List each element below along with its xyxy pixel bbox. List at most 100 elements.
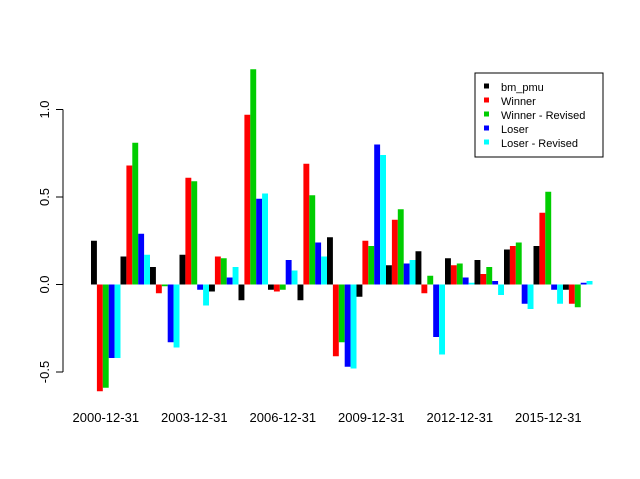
legend-label: bm_pmu [501,82,544,94]
bar-winner-2000-12-31 [96,284,103,392]
bar-winner-2002-12-31 [155,284,162,294]
bar-winner-revised-2002-12-31 [161,284,168,287]
bar-winner-2005-12-31 [244,114,251,285]
bar-loser-2002-12-31 [167,284,174,343]
bar-bm-pmu-2008-12-31 [327,237,333,285]
x-tick-label: 2012-12-31 [427,410,494,425]
bar-winner-revised-2008-12-31 [338,284,345,343]
bar-loser-revised-2007-12-31 [321,256,327,285]
bar-loser-revised-2005-12-31 [262,193,268,285]
bar-winner-2010-12-31 [391,219,398,285]
bar-bm-pmu-2007-12-31 [297,284,304,301]
bar-bm-pmu-2014-12-31 [504,249,510,285]
x-tick-label: 2000-12-31 [73,410,140,425]
x-tick-label: 2015-12-31 [515,410,582,425]
legend: bm_pmu Winner Winner - Revised Loser Loser -… [474,72,604,158]
bar-bm-pmu-2011-12-31 [415,251,422,285]
bar-loser-revised-2002-12-31 [173,284,180,348]
bars [91,69,593,392]
bar-bm-pmu-2016-12-31 [563,284,569,290]
bar-loser-2012-12-31 [462,277,469,285]
bar-loser-revised-2003-12-31 [203,284,209,306]
bar-bm-pmu-2012-12-31 [445,258,451,285]
bar-winner-revised-2003-12-31 [191,181,198,285]
bar-loser-2004-12-31 [226,277,233,285]
legend-label: Winner - Revised [501,110,585,122]
bar-winner-revised-2005-12-31 [250,69,257,285]
bar-loser-2000-12-31 [108,284,115,358]
x-tick-label: 2009-12-31 [338,410,405,425]
x-axis-tick-labels: 2000-12-31 2003-12-31 2006-12-31 2009-12-31… [73,410,582,425]
bar-winner-2015-12-31 [539,212,546,285]
bar-loser-revised-2004-12-31 [232,267,239,285]
bar-loser-revised-2016-12-31 [586,281,593,285]
y-tick-label: 0.0 [37,275,52,293]
bar-loser-revised-2010-12-31 [409,260,416,285]
bar-winner-revised-2013-12-31 [486,267,493,285]
bar-loser-revised-2015-12-31 [557,284,563,304]
bar-winner-revised-2009-12-31 [368,246,375,285]
bar-loser-revised-2012-12-31 [468,282,475,285]
bar-loser-2001-12-31 [138,233,145,285]
legend-swatch [484,125,489,131]
bar-loser-2010-12-31 [403,263,410,285]
y-tick-label: 0.5 [37,188,52,206]
bar-winner-2003-12-31 [185,177,192,285]
bar-winner-revised-2000-12-31 [102,284,109,388]
bar-loser-revised-2000-12-31 [114,284,121,358]
bar-loser-2016-12-31 [580,282,587,285]
y-tick-label: 1.0 [37,100,52,118]
bar-bm-pmu-2006-12-31 [268,284,274,290]
bar-loser-2006-12-31 [285,260,292,285]
bar-winner-2011-12-31 [421,284,428,294]
bar-winner-revised-2001-12-31 [132,142,139,285]
bar-loser-2005-12-31 [256,198,263,285]
bar-loser-revised-2009-12-31 [380,155,386,285]
bar-winner-revised-2010-12-31 [397,209,404,285]
bar-bm-pmu-2000-12-31 [91,240,97,285]
bar-loser-2008-12-31 [344,284,351,367]
legend-label: Winner [501,96,536,108]
bar-loser-2009-12-31 [374,144,381,285]
bar-bm-pmu-2002-12-31 [150,267,156,285]
bar-winner-revised-2015-12-31 [545,191,552,285]
bar-bm-pmu-2010-12-31 [386,265,392,285]
bar-bm-pmu-2004-12-31 [209,284,215,292]
bar-loser-2014-12-31 [521,284,528,304]
bar-winner-2014-12-31 [509,246,516,285]
bar-winner-revised-2014-12-31 [515,242,522,285]
bar-winner-2001-12-31 [126,165,133,285]
bar-loser-2013-12-31 [492,281,499,285]
bar-winner-revised-2016-12-31 [574,284,581,308]
bar-winner-2012-12-31 [450,265,457,285]
bar-winner-2009-12-31 [362,240,369,285]
legend-swatch [484,83,489,89]
bar-winner-2016-12-31 [568,284,575,304]
bar-bm-pmu-2003-12-31 [179,254,186,285]
bar-winner-2007-12-31 [303,163,310,285]
y-axis: -0.5 0.0 0.5 1.0 [37,100,64,383]
bar-loser-revised-2001-12-31 [144,254,150,285]
legend-label: Loser - Revised [501,138,578,150]
bar-winner-revised-2004-12-31 [220,258,227,285]
bar-winner-2006-12-31 [273,284,280,292]
bar-winner-2013-12-31 [480,274,487,285]
legend-swatch [484,97,489,103]
x-tick-label: 2006-12-31 [250,410,317,425]
legend-label: Loser [501,124,529,136]
bar-winner-revised-2012-12-31 [456,263,463,285]
bar-winner-revised-2011-12-31 [427,275,434,285]
bar-loser-revised-2006-12-31 [291,270,298,285]
bar-loser-revised-2011-12-31 [439,284,445,355]
bar-winner-revised-2007-12-31 [309,195,316,285]
bar-loser-2011-12-31 [433,284,440,337]
bar-loser-revised-2013-12-31 [498,284,504,295]
bar-bm-pmu-2013-12-31 [474,260,481,285]
bar-bm-pmu-2005-12-31 [238,284,245,301]
legend-swatch [484,139,489,145]
bar-loser-2003-12-31 [197,284,204,290]
legend-box [474,72,604,158]
bar-bm-pmu-2001-12-31 [120,256,127,285]
bar-loser-revised-2008-12-31 [350,284,357,369]
